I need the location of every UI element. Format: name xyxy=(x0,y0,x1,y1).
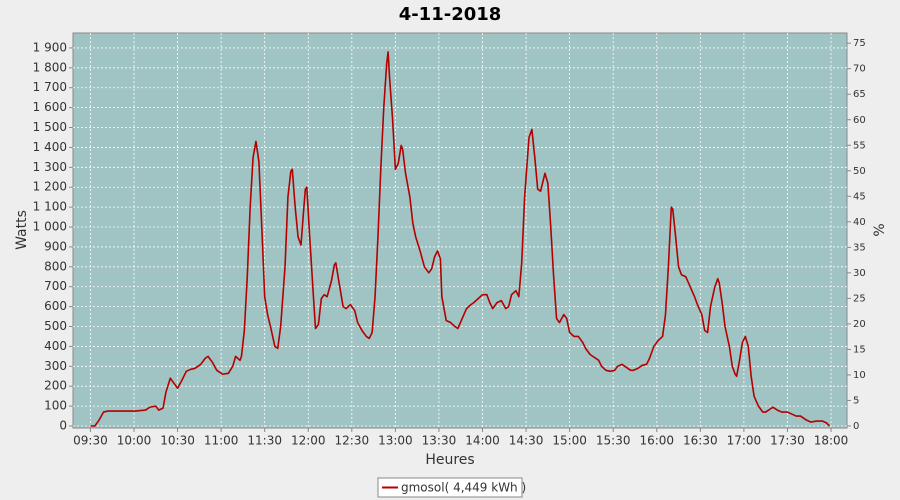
x-tick-label: 13:30 xyxy=(422,434,457,448)
y-tick-label: 0 xyxy=(59,419,67,433)
x-tick-label: 13:00 xyxy=(378,434,413,448)
y-axis-title: Watts xyxy=(14,210,30,250)
x-tick-label: 12:00 xyxy=(291,434,326,448)
y2-tick-label: 65 xyxy=(853,89,866,100)
y2-tick-label: 70 xyxy=(853,64,866,75)
chart-title: 4-11-2018 xyxy=(399,4,502,25)
x-tick-label: 11:00 xyxy=(204,434,239,448)
x-tick-label: 14:00 xyxy=(465,434,500,448)
plot-area xyxy=(72,32,848,429)
y-tick-label: 700 xyxy=(44,279,67,293)
y-tick-label: 1 800 xyxy=(33,60,67,74)
y-tick-label: 1 100 xyxy=(33,200,67,214)
x-tick-label: 16:30 xyxy=(683,434,718,448)
y-tick-label: 600 xyxy=(44,299,67,313)
y-tick-label: 1 700 xyxy=(33,80,67,94)
y-tick-label: 1 500 xyxy=(33,120,67,134)
y2-tick-label: 15 xyxy=(853,344,866,355)
y-tick-label: 900 xyxy=(44,239,67,253)
y2-tick-label: 25 xyxy=(853,293,866,304)
y-tick-label: 500 xyxy=(44,319,67,333)
x-tick-label: 12:30 xyxy=(335,434,370,448)
x-tick-label: 15:30 xyxy=(596,434,631,448)
y2-tick-label: 55 xyxy=(853,140,866,151)
y-tick-label: 1 300 xyxy=(33,160,67,174)
y-tick-label: 1 200 xyxy=(33,180,67,194)
legend-label: gmosol( 4,449 kWh ) xyxy=(401,481,526,495)
y2-tick-label: 10 xyxy=(853,370,866,381)
y2-tick-label: 20 xyxy=(853,319,866,330)
x-tick-label: 14:30 xyxy=(509,434,544,448)
y2-tick-label: 30 xyxy=(853,268,866,279)
y-tick-label: 1 400 xyxy=(33,140,67,154)
x-tick-label: 17:30 xyxy=(770,434,805,448)
x-tick-label: 11:30 xyxy=(247,434,282,448)
y2-tick-label: 60 xyxy=(853,115,866,126)
y2-tick-label: 40 xyxy=(853,217,866,228)
y2-tick-label: 5 xyxy=(853,395,859,406)
y-tick-label: 200 xyxy=(44,379,67,393)
y-tick-label: 1 900 xyxy=(33,40,67,54)
x-tick-label: 16:00 xyxy=(639,434,674,448)
y-tick-label: 1 600 xyxy=(33,100,67,114)
x-tick-label: 15:00 xyxy=(552,434,587,448)
y-tick-label: 1 000 xyxy=(33,220,67,234)
x-axis-title: Heures xyxy=(425,452,474,468)
y2-tick-label: 75 xyxy=(853,38,866,49)
y2-tick-label: 35 xyxy=(853,242,866,253)
x-tick-label: 10:30 xyxy=(160,434,195,448)
legend xyxy=(377,477,523,498)
y2-tick-label: 45 xyxy=(853,191,866,202)
y-tick-label: 300 xyxy=(44,359,67,373)
series-line xyxy=(90,51,831,427)
y2-tick-label: 50 xyxy=(853,166,866,177)
x-tick-label: 18:00 xyxy=(814,434,849,448)
y-tick-label: 100 xyxy=(44,399,67,413)
y2-tick-label: 0 xyxy=(853,421,859,432)
y2-axis-title: % xyxy=(872,223,888,236)
x-tick-label: 17:00 xyxy=(727,434,762,448)
x-tick-label: 09:30 xyxy=(73,434,108,448)
y-tick-label: 400 xyxy=(44,339,67,353)
x-tick-label: 10:00 xyxy=(117,434,152,448)
y-tick-label: 800 xyxy=(44,259,67,273)
